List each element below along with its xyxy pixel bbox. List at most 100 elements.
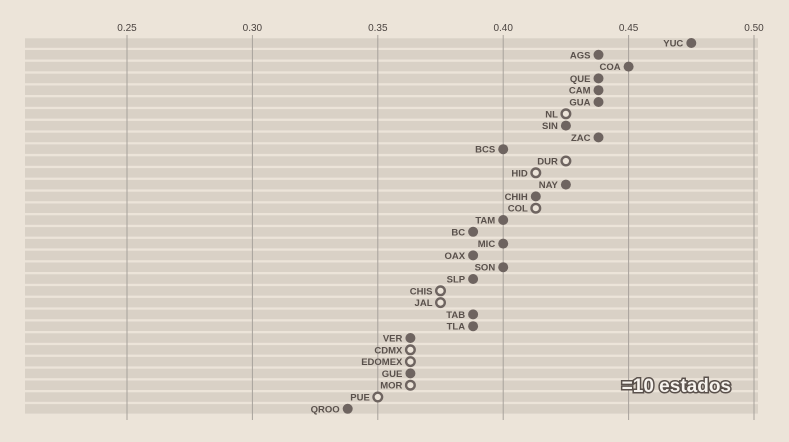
- point-nay: [560, 179, 571, 190]
- row-band: [25, 132, 758, 143]
- row-band: [25, 50, 758, 60]
- point-sin: [560, 120, 571, 131]
- row-band: [25, 179, 758, 190]
- label-coa: COA: [599, 62, 620, 73]
- label-dur: DUR: [537, 157, 558, 168]
- vertical-gridlines: [126, 35, 755, 420]
- point-chih: [530, 191, 541, 202]
- legend-note: =10 estados: [622, 376, 731, 397]
- row-band: [25, 380, 758, 390]
- label-col: COL: [508, 204, 528, 215]
- label-tab: TAB: [446, 310, 465, 321]
- point-cdmx: [404, 344, 416, 356]
- row-band: [25, 286, 758, 296]
- label-cam: CAM: [569, 86, 591, 97]
- point-dur: [560, 155, 572, 167]
- label-bc: BC: [451, 227, 465, 238]
- label-zac: ZAC: [571, 133, 591, 144]
- point-mic: [498, 238, 509, 249]
- point-coa: [623, 61, 634, 72]
- row-band: [25, 144, 758, 154]
- point-tla: [468, 321, 479, 332]
- x-tick-labels: 0.25 0.30 0.35 0.40 0.45 0.50: [117, 23, 764, 34]
- point-jal: [435, 297, 447, 309]
- label-ver: VER: [383, 334, 403, 345]
- point-pue: [372, 391, 384, 403]
- row-band: [25, 333, 758, 343]
- row-band: [25, 85, 758, 95]
- point-tam: [498, 215, 509, 225]
- row-band: [25, 309, 758, 320]
- row-band: [25, 156, 758, 166]
- point-zac: [593, 132, 604, 143]
- row-band: [25, 61, 758, 72]
- row-band: [25, 120, 758, 131]
- row-band: [25, 203, 758, 213]
- row-band: [25, 321, 758, 331]
- label-chis: CHIS: [410, 286, 433, 297]
- point-yuc: [686, 38, 697, 48]
- row-band: [25, 215, 758, 225]
- point-qroo: [342, 403, 353, 414]
- point-bc: [468, 226, 479, 237]
- label-son: SON: [475, 263, 496, 274]
- x-tick-label: 0.25: [117, 23, 137, 34]
- label-tam: TAM: [475, 216, 495, 227]
- row-band: [25, 168, 758, 178]
- row-band: [25, 73, 758, 84]
- row-bands: [25, 38, 758, 414]
- label-jal: JAL: [415, 298, 433, 309]
- label-cdmx: CDMX: [374, 345, 403, 356]
- row-band: [25, 262, 758, 272]
- label-chih: CHIH: [505, 192, 528, 203]
- point-mor: [404, 379, 416, 391]
- point-gua: [593, 97, 604, 107]
- point-tab: [468, 309, 479, 320]
- row-band: [25, 238, 758, 249]
- x-tick-label: 0.50: [744, 23, 764, 34]
- row-band: [25, 109, 758, 119]
- row-band: [25, 404, 758, 414]
- label-ags: AGS: [570, 50, 591, 61]
- label-nay: NAY: [539, 180, 559, 191]
- x-tick-label: 0.35: [368, 23, 388, 34]
- row-band: [25, 97, 758, 107]
- point-edomex: [404, 356, 416, 368]
- row-band: [25, 356, 758, 367]
- row-band: [25, 274, 758, 284]
- label-slp: SLP: [447, 275, 466, 286]
- row-band: [25, 345, 758, 355]
- label-gue: GUE: [382, 369, 403, 380]
- label-que: QUE: [570, 74, 591, 85]
- x-tick-label: 0.40: [493, 23, 513, 34]
- point-bcs: [498, 144, 509, 155]
- point-hid: [530, 167, 542, 179]
- label-sin: SIN: [542, 121, 558, 132]
- point-gue: [405, 368, 416, 379]
- point-col: [530, 202, 542, 214]
- point-son: [498, 262, 509, 273]
- row-band: [25, 250, 758, 261]
- point-cam: [593, 85, 604, 96]
- point-slp: [468, 274, 479, 284]
- point-ver: [405, 333, 416, 343]
- label-hid: HID: [511, 168, 528, 179]
- point-nl: [560, 108, 572, 120]
- label-edomex: EDOMEX: [361, 357, 403, 368]
- label-oax: OAX: [445, 251, 466, 262]
- row-band: [25, 368, 758, 379]
- label-qroo: QROO: [311, 404, 340, 415]
- label-tla: TLA: [447, 322, 466, 333]
- label-gua: GUA: [569, 98, 590, 109]
- point-oax: [468, 250, 479, 261]
- point-que: [593, 73, 604, 84]
- label-nl: NL: [545, 109, 558, 120]
- point-chis: [435, 285, 447, 297]
- row-band: [25, 191, 758, 202]
- row-band: [25, 227, 758, 237]
- x-tick-label: 0.30: [243, 23, 263, 34]
- row-band: [25, 38, 758, 48]
- label-mor: MOR: [380, 381, 402, 392]
